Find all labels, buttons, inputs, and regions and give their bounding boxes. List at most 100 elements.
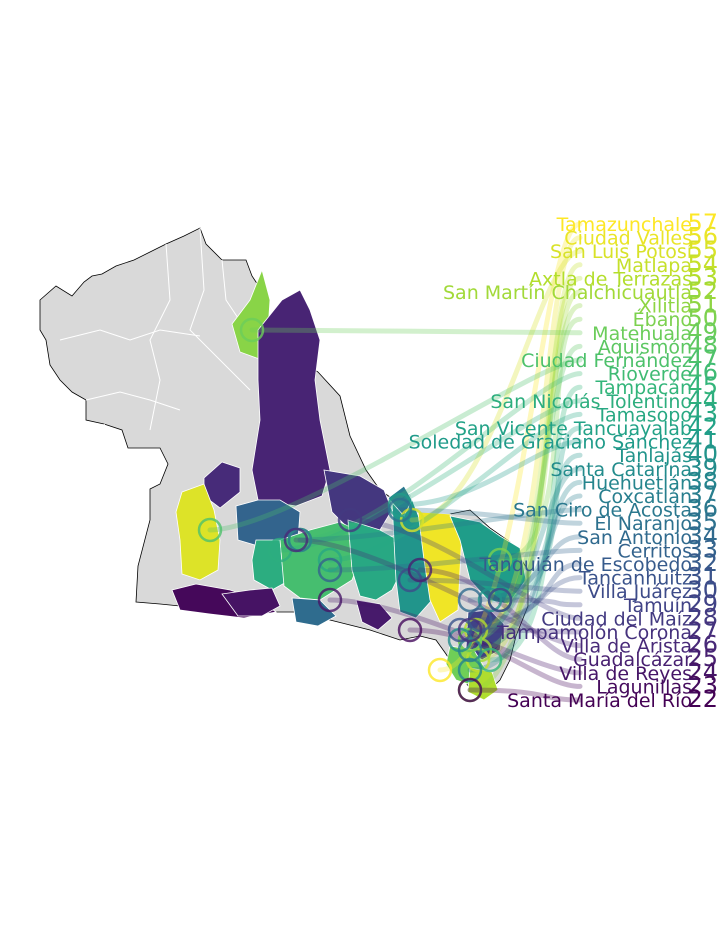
label-name: San Ciro de Acosta	[513, 500, 692, 522]
label-rank: 54	[687, 250, 718, 278]
leader-line-3	[409, 248, 583, 523]
label-rank: 25	[687, 644, 718, 672]
label-name: Santa Catarina	[550, 459, 692, 481]
leader-line-23	[397, 507, 583, 526]
centroid-marker-25	[317, 557, 343, 583]
leader-line-24	[467, 534, 583, 603]
label-rank: 26	[687, 631, 718, 659]
centroid-marker-23	[387, 497, 413, 523]
leader-line-9	[249, 327, 583, 336]
leader-line-35	[407, 627, 583, 689]
label-name: Tamuín	[623, 595, 692, 617]
label-name: San Nicolás Tolentino	[490, 391, 692, 413]
label-leader-lines	[207, 221, 583, 703]
label-rank: 36	[687, 495, 718, 523]
label-name: Tanquián de Escobedo	[479, 554, 692, 576]
label-name: Matlapa	[616, 255, 692, 277]
leader-line-7	[467, 303, 583, 693]
leader-line-28	[407, 577, 583, 594]
municipality-region-16	[355, 599, 393, 631]
leader-line-12	[297, 371, 583, 543]
centroid-marker-31	[457, 617, 483, 643]
label-rank: 51	[687, 291, 718, 319]
label-name: Coxcatlán	[598, 486, 692, 508]
leader-line-6	[477, 289, 583, 653]
label-name: Tanlajás	[615, 445, 692, 467]
leader-line-13	[487, 384, 583, 663]
label-name: Villa de Reyes	[559, 663, 692, 685]
leader-line-25	[327, 547, 583, 573]
leader-line-26	[477, 561, 583, 623]
label-rank: 49	[687, 318, 718, 346]
leader-line-11	[207, 357, 583, 533]
centroid-marker-9	[239, 317, 265, 343]
leader-line-30	[347, 517, 583, 621]
centroid-marker-29	[487, 587, 513, 613]
label-rank: 31	[687, 563, 718, 591]
leader-line-27	[457, 575, 583, 633]
leader-line-4	[475, 262, 583, 663]
label-rank: 45	[687, 372, 718, 400]
centroid-marker-32	[283, 527, 309, 553]
label-rank: 46	[687, 359, 718, 387]
label-name: Tamazunchale	[556, 214, 692, 236]
leader-line-36	[467, 687, 583, 703]
leader-line-2	[467, 235, 583, 643]
label-rank: 38	[687, 467, 718, 495]
leader-line-29	[497, 597, 583, 608]
leader-line-5	[473, 275, 583, 633]
centroid-marker-11	[197, 517, 223, 543]
label-name: El Naranjo	[594, 513, 692, 535]
label-rank: 56	[687, 223, 718, 251]
label-rank: 37	[687, 481, 718, 509]
label-rank: 35	[687, 508, 718, 536]
label-name: Soledad de Graciano Sánchez	[409, 432, 692, 454]
label-rank: 41	[687, 427, 718, 455]
municipality-region-15	[291, 597, 337, 627]
label-name: Tampamolón Corona	[496, 622, 692, 644]
centroid-marker-15	[317, 547, 343, 573]
label-name: Tamasopo	[596, 404, 692, 426]
label-name: Matehuala	[592, 323, 692, 345]
label-rank: 42	[687, 413, 718, 441]
label-name: Huehuetlán	[582, 472, 692, 494]
label-name: Cerritos	[618, 540, 693, 562]
leader-line-21	[467, 493, 583, 653]
label-name: Rioverde	[608, 364, 692, 386]
leader-line-32	[293, 537, 583, 649]
leader-line-17	[397, 439, 583, 508]
centroid-marker-24	[457, 587, 483, 613]
leader-line-33	[417, 567, 583, 662]
leader-line-16	[497, 425, 583, 603]
label-name: Ciudad del Maíz	[541, 608, 692, 630]
leader-line-10	[467, 343, 583, 643]
leader-line-18	[487, 452, 583, 603]
label-rank: 52	[687, 277, 718, 305]
municipality-region-2	[251, 289, 331, 507]
label-rank: 23	[687, 671, 718, 699]
